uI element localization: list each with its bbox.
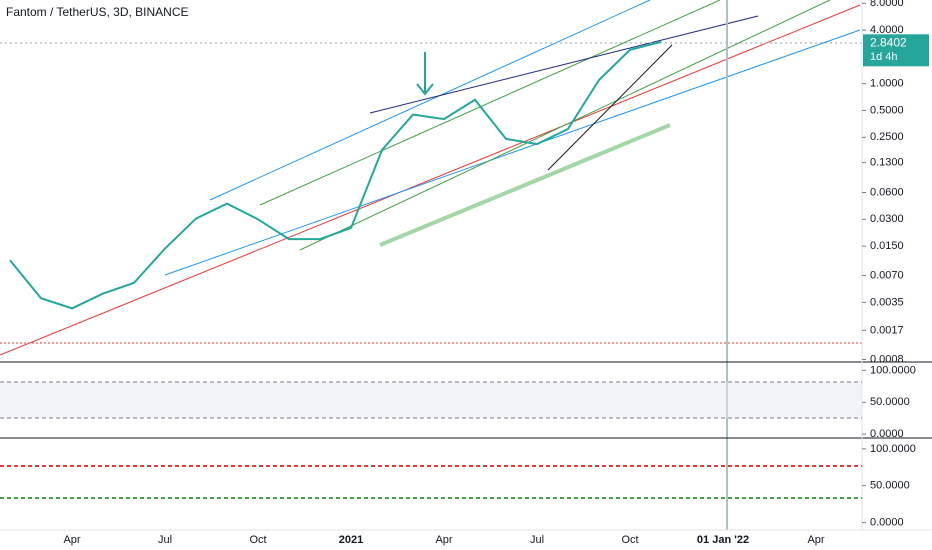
x-tick-label: Oct — [249, 534, 266, 546]
countdown-label: 1d 4h — [870, 51, 898, 63]
y-tick-label: 50.0000 — [870, 396, 910, 408]
x-tick-label: 2021 — [339, 534, 363, 546]
x-tick-label: Apr — [63, 534, 80, 546]
y-tick-label: 1.0000 — [870, 78, 904, 90]
y-tick-label: 100.0000 — [870, 364, 916, 376]
y-tick-label: 4.0000 — [870, 24, 904, 36]
y-tick-label: 8.0000 — [870, 0, 904, 9]
y-tick-label: 0.0017 — [870, 324, 904, 336]
y-tick-label: 0.2500 — [870, 131, 904, 143]
x-tick-label: Oct — [621, 534, 638, 546]
oscillator-bands — [0, 381, 862, 499]
last-price-label: 2.8402 — [870, 35, 907, 49]
y-tick-label: 0.0300 — [870, 213, 904, 225]
y-tick-label: 0.0600 — [870, 186, 904, 198]
y-tick-label: 0.0070 — [870, 270, 904, 282]
y-tick-label: 0.0000 — [870, 428, 904, 440]
pane-separators — [0, 0, 932, 531]
x-tick-label: 01 Jan '22 — [697, 534, 749, 546]
y-tick-label: 0.0000 — [870, 517, 904, 529]
y-tick-label: 100.0000 — [870, 443, 916, 455]
y-tick-label: 50.0000 — [870, 480, 910, 492]
y-tick-label: 0.0008 — [870, 353, 904, 365]
price-line — [9, 40, 662, 310]
x-tick-label: Apr — [807, 534, 824, 546]
y-tick-label: 0.1300 — [870, 157, 904, 169]
last-price-box — [863, 34, 929, 67]
y-tick-label: 0.5000 — [870, 104, 904, 116]
x-tick-label: Jul — [530, 534, 544, 546]
x-tick-label: Apr — [435, 534, 452, 546]
x-tick-label: Jul — [158, 534, 172, 546]
y-tick-label: 0.0150 — [870, 240, 904, 252]
chart-title: Fantom / TetherUS, 3D, BINANCE — [6, 5, 189, 19]
y-tick-label: 0.0035 — [870, 296, 904, 308]
